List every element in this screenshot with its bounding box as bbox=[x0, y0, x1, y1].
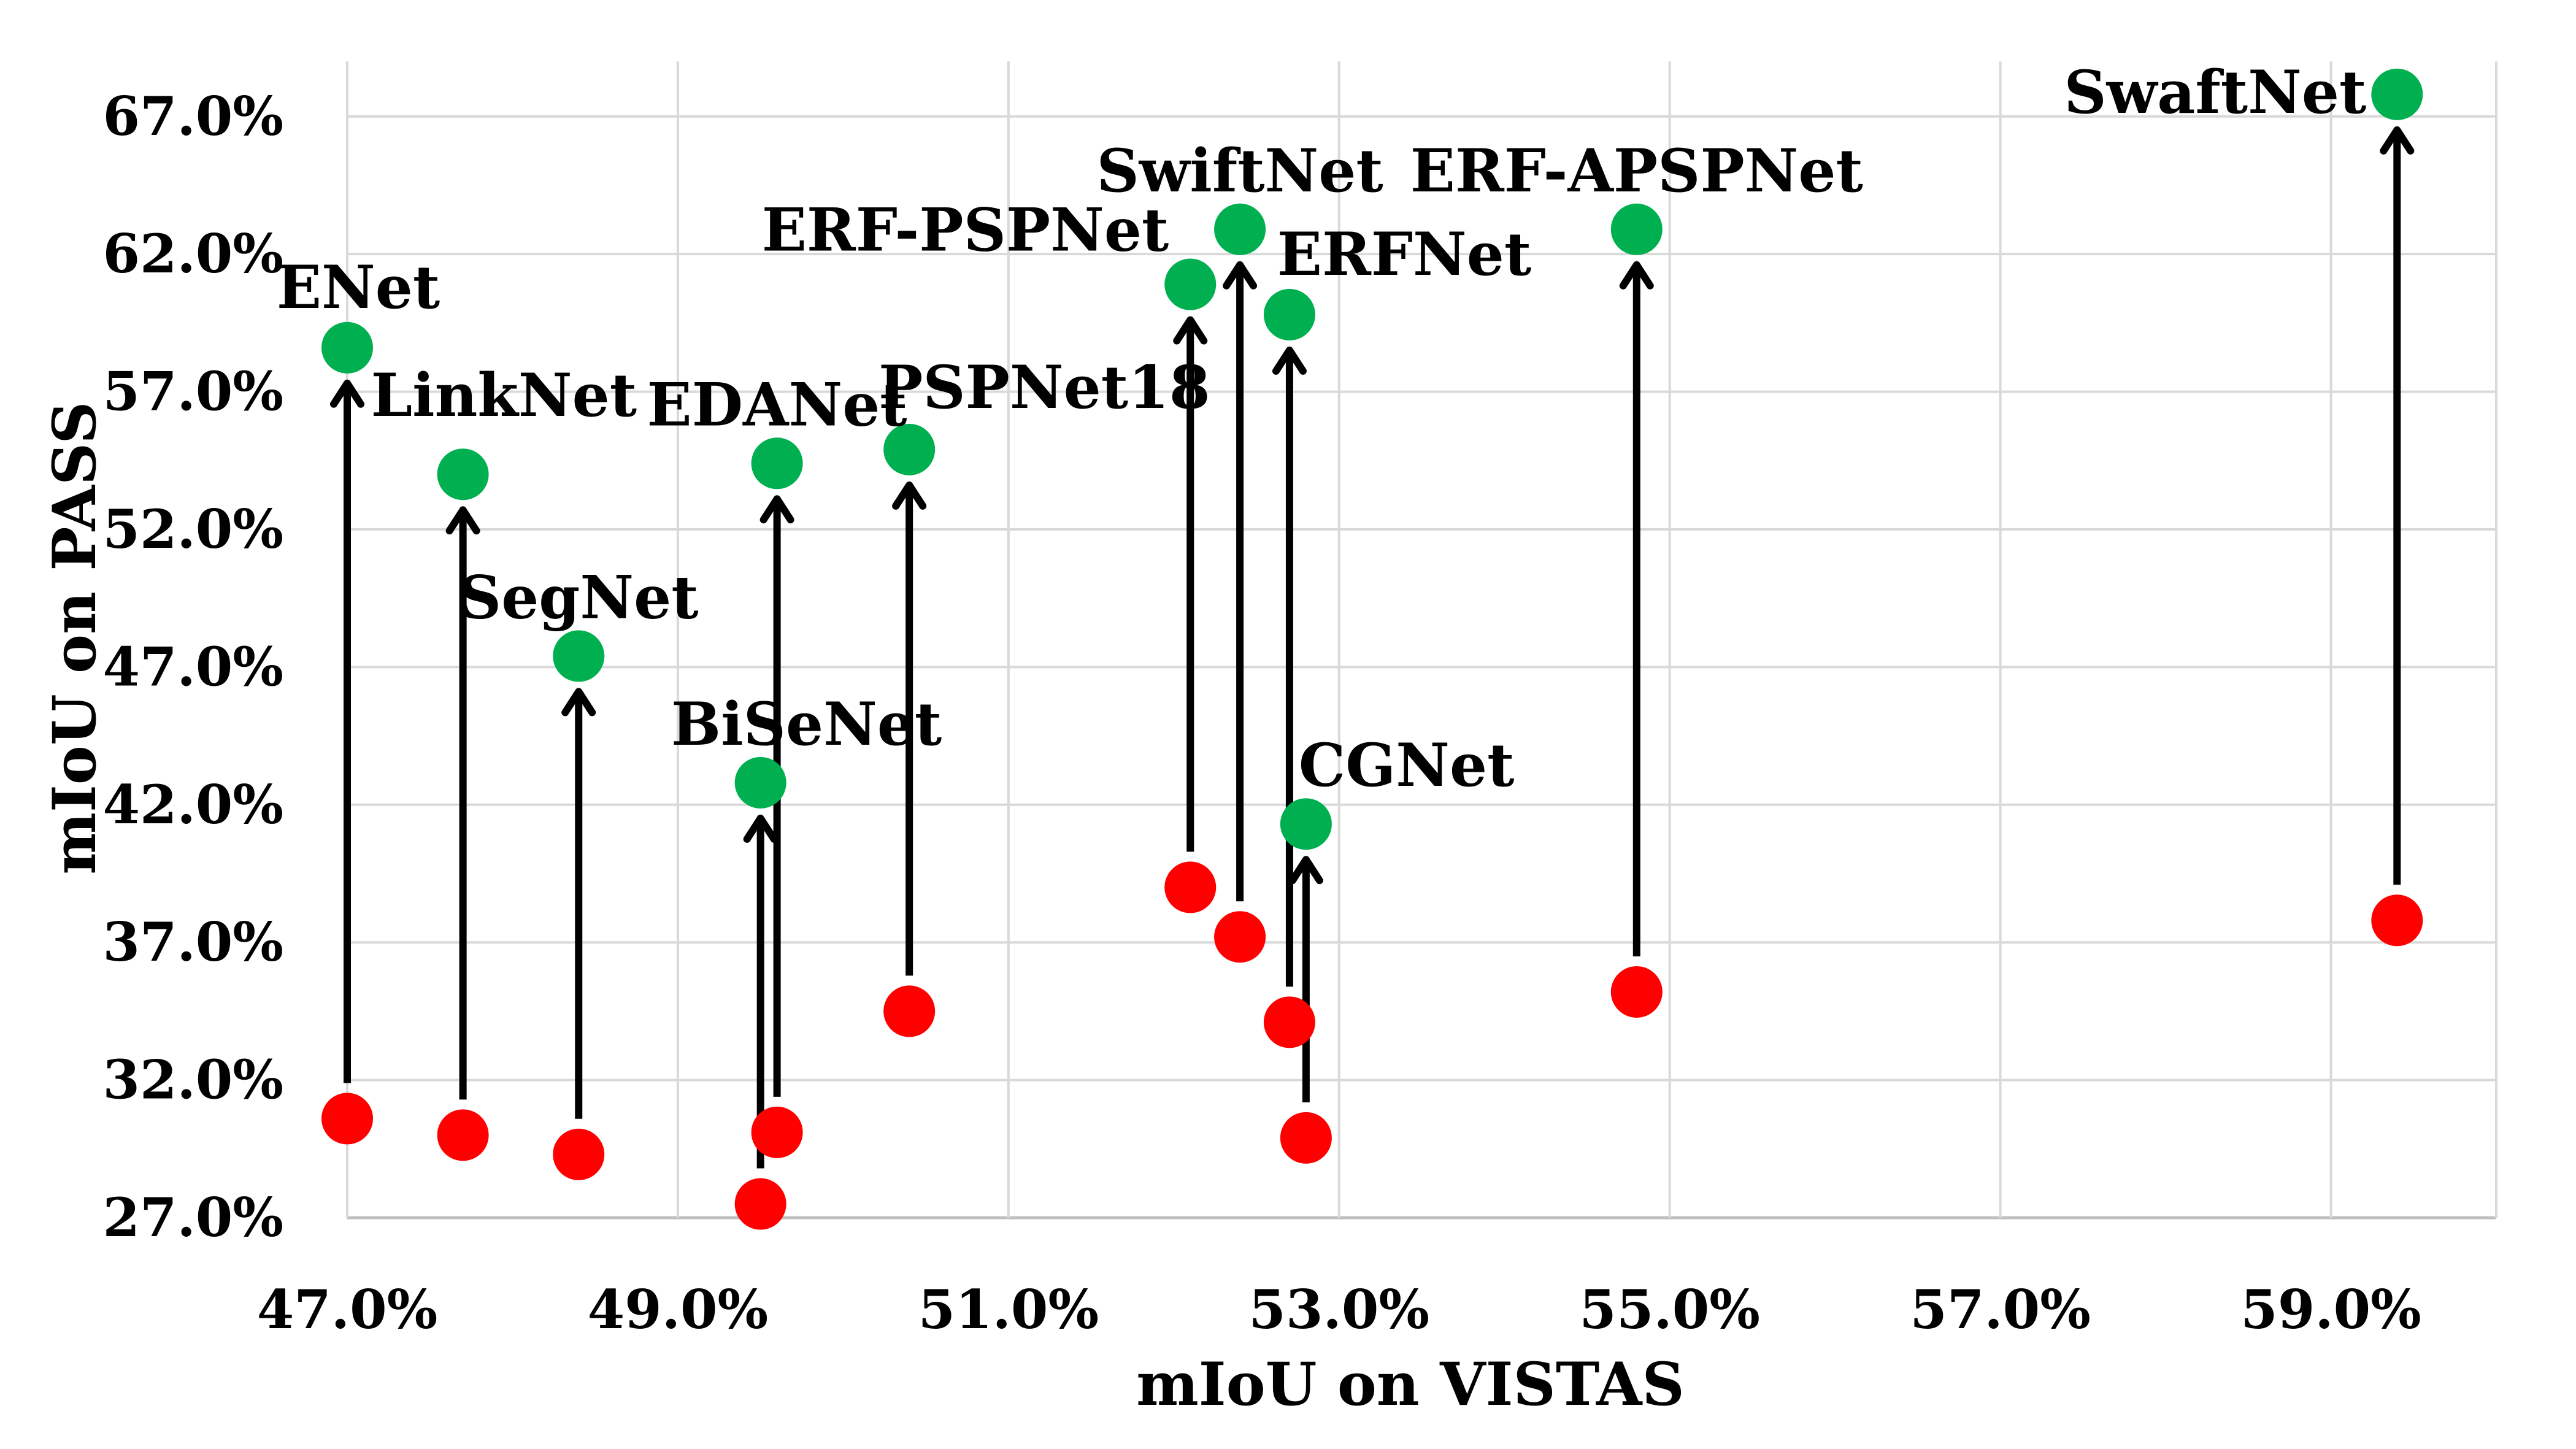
point-label-segnet: SegNet bbox=[459, 563, 699, 632]
point-label-erf-apspnet: ERF-APSPNet bbox=[1410, 136, 1863, 206]
point-before-segnet bbox=[553, 1128, 605, 1180]
arrow-head-enet bbox=[330, 379, 364, 408]
point-after-cgnet bbox=[1280, 798, 1332, 850]
point-after-linknet bbox=[437, 448, 489, 501]
y-tick-label: 52.0% bbox=[102, 498, 283, 561]
arrow-head-erfnet bbox=[1272, 346, 1307, 375]
arrow-head-erf-pspnet bbox=[1173, 316, 1208, 345]
x-tick-label: 49.0% bbox=[588, 1278, 769, 1341]
y-tick-label: 67.0% bbox=[102, 85, 283, 148]
x-axis-title: mIoU on VISTAS bbox=[1136, 1350, 1685, 1419]
x-tick-label: 57.0% bbox=[1910, 1278, 2091, 1341]
x-tick-label: 53.0% bbox=[1248, 1278, 1429, 1341]
y-axis-title: mIoU on PASS bbox=[40, 401, 109, 874]
point-before-erfnet bbox=[1263, 996, 1315, 1048]
point-after-segnet bbox=[553, 630, 605, 682]
point-before-bisenet bbox=[734, 1178, 786, 1230]
point-after-swiftnet bbox=[1214, 203, 1266, 255]
point-before-erf-pspnet bbox=[1164, 861, 1217, 913]
points bbox=[321, 68, 2423, 1230]
point-after-erf-apspnet bbox=[1610, 203, 1663, 255]
point-before-edanet bbox=[751, 1106, 803, 1158]
y-tick-label: 57.0% bbox=[102, 360, 283, 423]
y-tick-label: 62.0% bbox=[102, 222, 283, 285]
point-label-swiftnet: SwiftNet bbox=[1096, 136, 1383, 206]
point-after-pspnet18 bbox=[883, 423, 936, 475]
y-tick-label: 27.0% bbox=[102, 1186, 283, 1249]
y-tick-label: 47.0% bbox=[102, 635, 283, 698]
y-tick-label: 37.0% bbox=[102, 910, 283, 974]
tick-labels: 27.0% 32.0% 37.0% 42.0% 47.0% 52.0% 57.0% 62.0%… bbox=[102, 85, 2421, 1341]
point-label-cgnet: CGNet bbox=[1299, 731, 1515, 800]
grid bbox=[346, 61, 2497, 1220]
arrow-head-bisenet bbox=[743, 814, 778, 843]
arrow-head-erf-apspnet bbox=[1619, 261, 1654, 290]
point-label-erf-pspnet: ERF-PSPNet bbox=[762, 196, 1169, 265]
arrow-head-cgnet bbox=[1288, 856, 1323, 885]
point-after-erf-pspnet bbox=[1164, 258, 1217, 310]
point-label-edanet: EDANet bbox=[647, 370, 907, 439]
point-before-cgnet bbox=[1280, 1112, 1332, 1164]
point-label-bisenet: BiSeNet bbox=[671, 690, 942, 759]
arrow-head-swiftnet bbox=[1223, 261, 1258, 290]
point-before-swiftnet bbox=[1214, 911, 1266, 963]
x-tick-label: 59.0% bbox=[2240, 1278, 2421, 1341]
point-after-edanet bbox=[751, 437, 803, 490]
x-tick-label: 47.0% bbox=[257, 1278, 438, 1341]
arrow-head-pspnet18 bbox=[892, 481, 927, 510]
point-before-enet bbox=[321, 1093, 373, 1145]
x-tick-label: 51.0% bbox=[918, 1278, 1099, 1341]
point-label-erfnet: ERFNet bbox=[1277, 220, 1531, 289]
arrows bbox=[330, 126, 2415, 1169]
arrow-head-linknet bbox=[445, 506, 480, 535]
point-after-swaftnet bbox=[2371, 68, 2423, 120]
x-tick-label: 55.0% bbox=[1579, 1278, 1760, 1341]
point-before-pspnet18 bbox=[883, 985, 936, 1037]
point-label-swaftnet: SwaftNet bbox=[2064, 58, 2366, 127]
point-before-linknet bbox=[437, 1109, 489, 1161]
point-before-swaftnet bbox=[2371, 894, 2423, 947]
point-before-erf-apspnet bbox=[1610, 966, 1663, 1018]
point-label-linknet: LinkNet bbox=[371, 361, 637, 430]
arrow-head-edanet bbox=[759, 495, 794, 524]
point-label-enet: ENet bbox=[277, 253, 440, 322]
point-label-pspnet18: PSPNet18 bbox=[879, 353, 1210, 422]
point-after-bisenet bbox=[734, 756, 786, 809]
arrow-head-swaftnet bbox=[2380, 126, 2415, 155]
point-after-erfnet bbox=[1263, 288, 1315, 340]
arrow-head-segnet bbox=[561, 688, 596, 717]
y-tick-label: 42.0% bbox=[102, 773, 283, 836]
y-tick-label: 32.0% bbox=[102, 1048, 283, 1112]
point-after-enet bbox=[321, 321, 373, 374]
